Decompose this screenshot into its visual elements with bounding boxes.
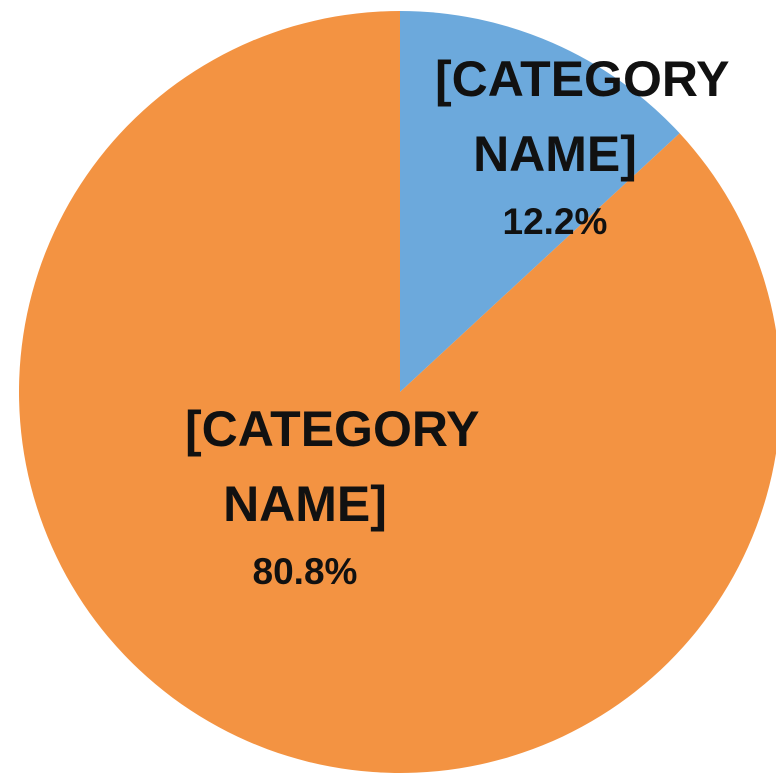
pie-slice [400, 11, 680, 392]
pie-slice [19, 11, 776, 773]
category-label: [CATEGORY NAME] [185, 401, 480, 532]
data-label: [CATEGORY NAME] 80.8% [185, 392, 480, 602]
value-label: 80.8% [252, 551, 358, 592]
data-label: [CATEGORY NAME] 12.2% [435, 42, 730, 252]
value-label: 12.2% [502, 201, 608, 242]
category-label: [CATEGORY NAME] [435, 51, 730, 182]
